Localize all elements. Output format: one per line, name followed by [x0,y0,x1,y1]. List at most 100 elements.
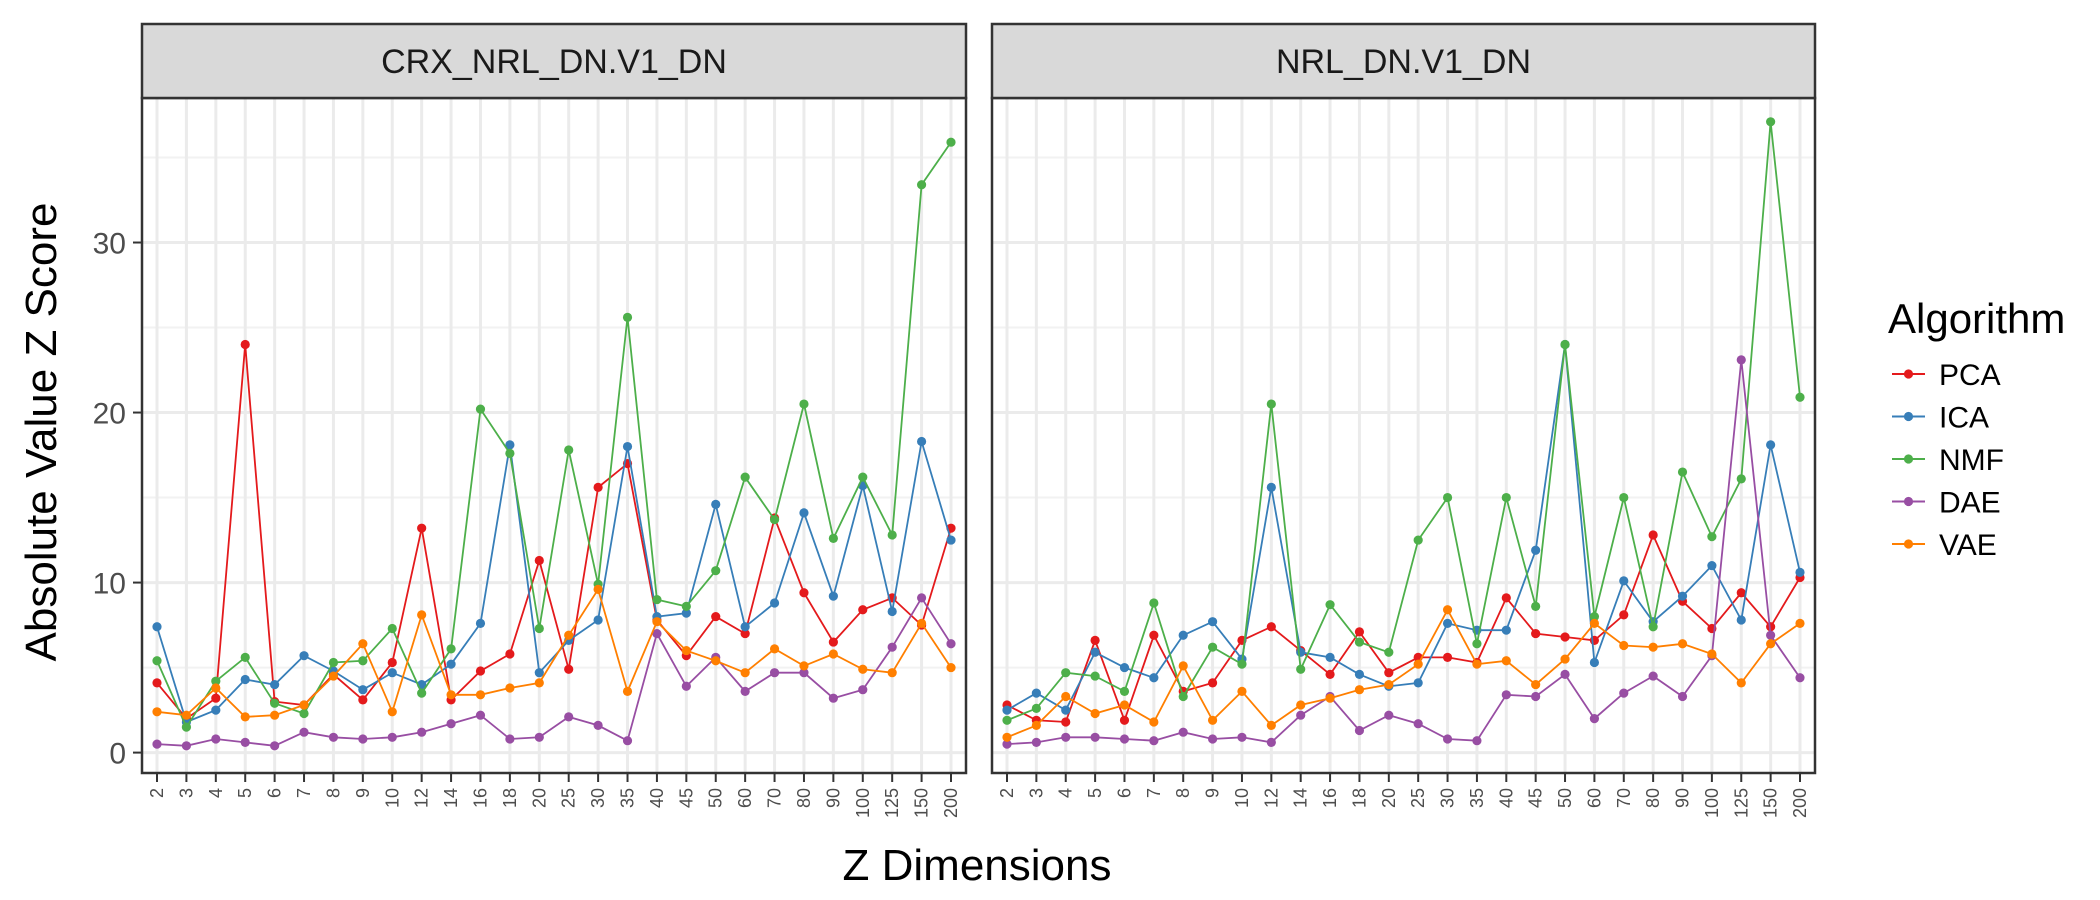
x-tick-label: 80 [794,788,814,808]
data-point-vae [1619,640,1629,651]
data-point-vae [1384,679,1394,690]
data-point-pca [1384,668,1394,678]
data-point-nmf [1648,622,1658,632]
data-point-ica [593,615,603,625]
data-point-pca [1619,610,1629,620]
data-point-ica [681,608,691,618]
data-point-nmf [740,472,750,482]
data-point-vae [240,712,250,722]
data-point-vae [828,649,838,659]
x-tick-label: 20 [529,788,549,808]
legend-key-point [1903,411,1914,422]
x-tick-label: 45 [676,788,696,808]
data-point-nmf [299,708,309,719]
data-point-pca [1207,678,1218,688]
data-point-pca [1325,669,1335,679]
data-point-vae [1677,639,1688,649]
series-line-pca [1006,532,1801,723]
data-point-nmf [858,472,868,482]
x-tick-label: 9 [353,788,373,798]
data-point-ica [622,441,633,452]
data-point-dae [593,720,603,730]
data-point-dae [1031,737,1041,747]
data-point-vae [328,671,339,681]
data-point-dae [446,719,456,729]
x-tick-label: 90 [1673,788,1693,808]
data-point-vae [740,668,750,678]
data-point-vae [652,617,662,627]
data-point-dae [1207,734,1218,744]
data-point-dae [1354,725,1365,736]
data-point-nmf [946,137,956,147]
x-tick-label: 200 [1790,788,1810,818]
data-point-nmf [1560,339,1570,350]
data-point-ica [1178,630,1188,640]
data-point-vae [1413,659,1423,669]
data-point-dae [534,732,544,742]
data-point-dae [1384,710,1394,720]
data-point-nmf [1031,703,1041,713]
data-point-dae [299,727,309,737]
data-point-ica [1589,657,1600,668]
data-point-ica [1149,673,1159,683]
x-tick-label: 18 [1349,788,1369,808]
data-point-vae [769,644,780,654]
data-point-nmf [799,399,809,409]
data-point-ica [505,440,515,450]
data-point-nmf [1207,642,1218,652]
data-point-nmf [1589,611,1600,622]
data-point-pca [358,695,368,705]
data-point-ica [270,679,280,690]
x-tick-label: 200 [941,788,961,818]
data-point-dae [1090,732,1100,742]
series-dae [1002,355,1805,749]
data-point-pca [799,588,809,598]
series-line-ica [156,441,952,724]
x-tick-label: 20 [1379,788,1399,808]
data-point-vae [181,710,192,720]
legend-label: VAE [1939,529,1997,562]
series-vae [1002,605,1805,742]
x-tick-label: 2 [997,788,1017,798]
data-point-dae [475,710,486,720]
data-point-vae [299,700,309,710]
data-point-dae [740,686,750,696]
y-tick-label: 10 [93,568,126,601]
legend-label: DAE [1939,487,2001,520]
data-point-nmf [1619,492,1629,503]
data-point-dae [328,732,339,742]
x-tick-label: 25 [1408,788,1428,808]
data-point-nmf [711,566,721,576]
x-tick-label: 3 [1026,788,1046,798]
data-point-vae [1207,715,1218,725]
data-point-ica [152,622,162,632]
legend-label: ICA [1939,402,1989,435]
data-point-vae [1002,732,1012,742]
data-point-vae [1031,720,1041,730]
x-tick-label: 30 [1438,788,1458,808]
data-point-dae [211,734,221,744]
data-point-dae [1677,691,1688,702]
data-point-dae [1531,691,1541,702]
data-point-vae [1325,693,1335,703]
series-line-vae [156,587,952,718]
data-point-pca [505,649,515,659]
x-tick-label: 10 [1232,788,1252,808]
x-tick-label: 18 [500,788,520,808]
x-tick-label: 14 [1291,788,1311,808]
data-point-ica [211,705,221,715]
data-point-ica [946,535,956,545]
data-point-pca [417,523,427,533]
panels-layer: CRX_NRL_DN.V1_DN2 3 4 5 6 7 8 9 10 12 14 16 18 20 25 30… [93,22,1817,818]
x-tick-label: 100 [853,788,873,818]
data-point-nmf [1119,686,1130,696]
data-point-nmf [1296,664,1306,674]
legend-item-nmf: NMF [1892,444,2004,477]
data-point-ica [475,618,486,628]
data-point-ica [1531,545,1541,555]
series-line-vae [1006,607,1801,739]
data-point-pca [1149,630,1159,640]
x-tick-label: 6 [1115,788,1135,798]
data-point-dae [1178,727,1188,737]
data-point-nmf [1090,671,1100,681]
